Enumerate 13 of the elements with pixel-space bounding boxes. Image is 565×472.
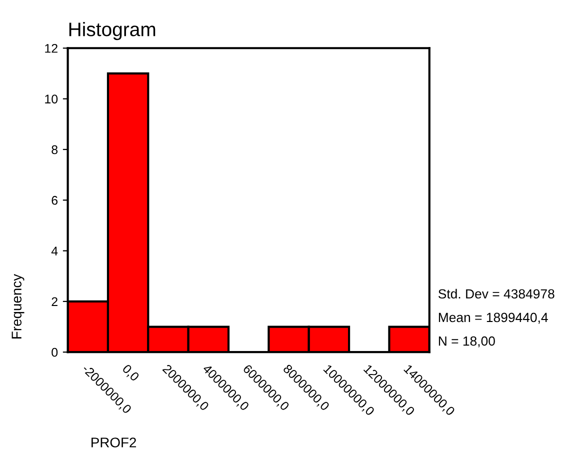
y-tick-label: 8 [52, 145, 58, 154]
y-tick-label: 4 [51, 246, 58, 256]
y-tick-label: 10 [45, 94, 58, 104]
y-tick-label: 0 [52, 348, 58, 357]
y-tick-label: 2 [52, 297, 58, 306]
chart-title: Histogram [69, 22, 156, 40]
y-tick-label: 6 [52, 196, 58, 205]
text: Mean = 1899440,4 [438, 312, 548, 324]
text: N = 18,00 [438, 336, 495, 348]
text: Std. Dev = 4384978 [438, 288, 554, 299]
x-axis-title: PROF2 [92, 438, 136, 448]
y-tick-label: 12 [45, 44, 58, 53]
y-axis-title: Frequency [12, 274, 24, 338]
